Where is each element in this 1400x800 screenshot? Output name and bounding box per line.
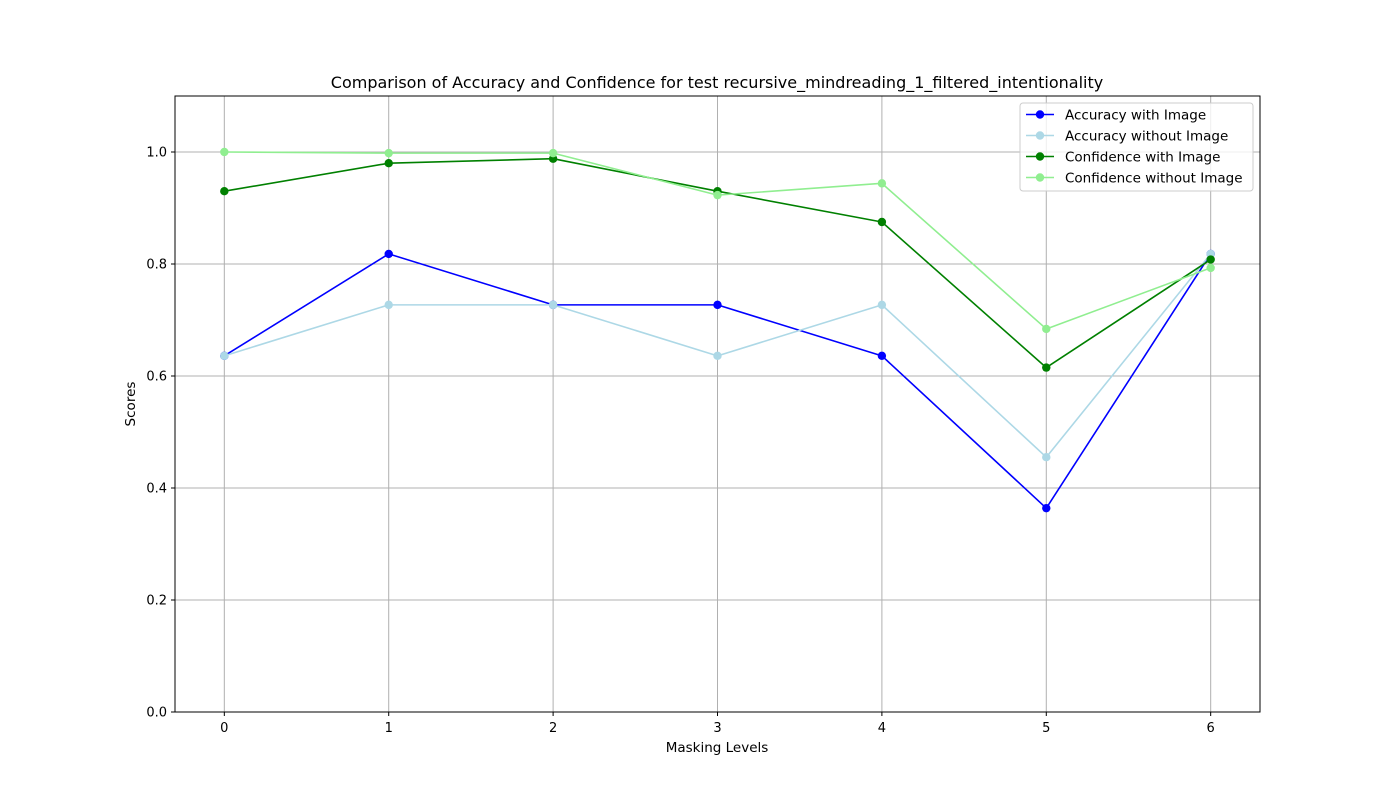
data-point bbox=[1042, 363, 1051, 372]
legend-marker bbox=[1035, 173, 1045, 182]
y-tick-label: 0.8 bbox=[146, 258, 167, 273]
data-point bbox=[1042, 324, 1051, 334]
legend-box bbox=[1019, 102, 1254, 192]
data-point bbox=[220, 351, 229, 361]
series-4 bbox=[220, 147, 1215, 334]
legend-entry: Accuracy without Image bbox=[1026, 129, 1228, 145]
data-point bbox=[384, 249, 393, 259]
data-point bbox=[713, 351, 722, 361]
y-tick-label: 1.0 bbox=[146, 146, 167, 161]
data-point bbox=[713, 300, 722, 310]
legend-label: Accuracy without Image bbox=[1065, 129, 1228, 145]
x-tick-label: 6 bbox=[1207, 721, 1215, 736]
data-point bbox=[877, 351, 887, 361]
data-point bbox=[220, 147, 229, 157]
legend-items: Accuracy with Image Accuracy without Imag… bbox=[1026, 108, 1243, 187]
y-tick-label: 0.0 bbox=[146, 706, 167, 721]
data-point bbox=[877, 300, 887, 310]
x-tick-label: 5 bbox=[1042, 721, 1050, 736]
legend: Accuracy with Image Accuracy without Imag… bbox=[1019, 102, 1254, 192]
data-point bbox=[384, 148, 393, 158]
data-point bbox=[384, 300, 393, 310]
x-tick-label: 0 bbox=[220, 721, 228, 736]
legend-entry: Confidence with Image bbox=[1026, 150, 1220, 166]
data-point bbox=[1206, 255, 1215, 264]
legend-label: Confidence without Image bbox=[1065, 171, 1243, 187]
legend-marker bbox=[1035, 110, 1045, 119]
y-axis-label: Scores bbox=[123, 382, 139, 427]
axis-ticks: 0 1 2 3 4 5 6 0.0 0.2 0.4 0.6 0.8 1.0 bbox=[146, 146, 1215, 737]
legend-entry: Accuracy with Image bbox=[1026, 108, 1206, 124]
data-point bbox=[1042, 453, 1051, 462]
x-tick-label: 3 bbox=[713, 721, 721, 736]
y-tick-label: 0.6 bbox=[146, 370, 167, 385]
x-tick-label: 1 bbox=[385, 721, 393, 736]
chart-title: Comparison of Accuracy and Confidence fo… bbox=[331, 73, 1103, 93]
series-2 bbox=[220, 249, 1215, 462]
legend-entry: Confidence without Image bbox=[1026, 171, 1243, 187]
x-tick-label: 2 bbox=[549, 721, 557, 736]
series-group bbox=[220, 147, 1215, 513]
legend-marker bbox=[1035, 131, 1045, 140]
legend-marker bbox=[1035, 152, 1045, 161]
y-tick-label: 0.4 bbox=[146, 482, 167, 497]
data-point bbox=[877, 217, 887, 227]
data-point bbox=[713, 190, 722, 200]
data-point bbox=[384, 159, 393, 168]
legend-label: Confidence with Image bbox=[1065, 150, 1220, 166]
data-point bbox=[548, 148, 558, 158]
data-point bbox=[1042, 503, 1051, 513]
legend-label: Accuracy with Image bbox=[1065, 108, 1206, 124]
data-point bbox=[220, 187, 229, 196]
data-point bbox=[877, 179, 887, 188]
data-point bbox=[1206, 263, 1215, 273]
x-tick-label: 4 bbox=[878, 721, 886, 736]
x-axis-label: Masking Levels bbox=[666, 740, 769, 756]
y-tick-label: 0.2 bbox=[146, 594, 167, 609]
data-point bbox=[548, 300, 558, 310]
